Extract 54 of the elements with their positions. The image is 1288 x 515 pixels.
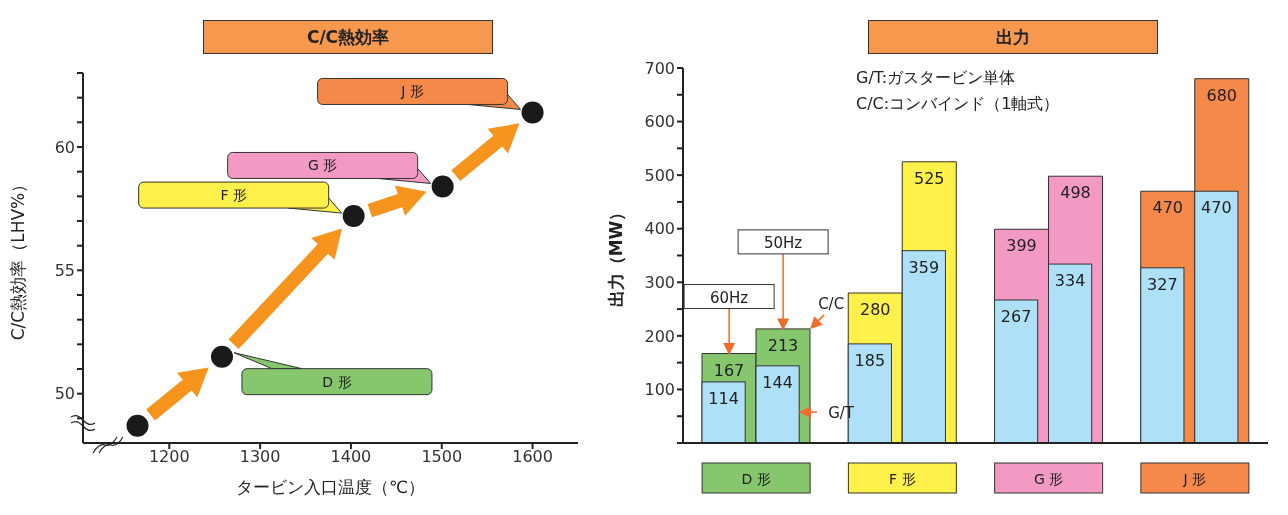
x-tick-label: D 形 xyxy=(741,471,771,487)
data-label: 470 xyxy=(1152,198,1184,218)
y-tick-label: 100 xyxy=(644,380,675,400)
y-tick-label: 700 xyxy=(644,58,675,78)
data-label: 470 xyxy=(1201,198,1232,218)
data-label: 267 xyxy=(1000,306,1032,326)
annotation: G/T:ガスタービン単体 xyxy=(856,68,1016,87)
data-label: 213 xyxy=(767,335,799,355)
data-label: 359 xyxy=(908,257,940,277)
annotation: C/C xyxy=(818,294,845,313)
data-label: 114 xyxy=(708,388,739,408)
annotation: C/C:コンバインド（1軸式） xyxy=(856,94,1060,113)
x-tick-label: 1600 xyxy=(512,447,553,467)
annotation: 60Hz xyxy=(710,288,749,307)
data-label: 327 xyxy=(1147,274,1178,294)
chart-title: 出力 xyxy=(868,20,1158,54)
x-tick-label: 1500 xyxy=(421,447,463,467)
y-tick-label: 55 xyxy=(54,261,75,281)
x-axis-title: タービン入口温度（℃） xyxy=(235,477,426,497)
point xyxy=(431,175,454,198)
data-label: 525 xyxy=(913,168,945,188)
y-tick-label: 50 xyxy=(54,384,75,404)
data-label: 167 xyxy=(713,360,745,380)
point xyxy=(342,205,365,228)
data-label: 498 xyxy=(1060,183,1091,203)
y-tick-label: 200 xyxy=(644,326,675,346)
data-label: 334 xyxy=(1054,271,1086,291)
data-label: 399 xyxy=(1006,236,1037,256)
y-axis-title: C/C熱効率（LHV%） xyxy=(8,175,29,341)
y-tick-label: 400 xyxy=(644,219,675,239)
x-tick-label: 1400 xyxy=(330,447,372,467)
annotation: D 形 xyxy=(322,373,352,390)
y-tick-label: 300 xyxy=(644,272,675,292)
point xyxy=(210,345,233,368)
point xyxy=(126,414,149,437)
x-tick-label: G 形 xyxy=(1033,471,1064,487)
y-axis-title: 出力（MW） xyxy=(606,203,626,308)
x-tick-label: 1200 xyxy=(148,447,190,467)
chart-title: C/C熱効率 xyxy=(203,20,493,54)
annotation: F 形 xyxy=(220,187,247,204)
x-tick-label: J 形 xyxy=(1182,471,1207,487)
annotation: J 形 xyxy=(400,83,424,100)
x-tick-label: F 形 xyxy=(889,471,916,487)
annotation: 50Hz xyxy=(764,233,803,252)
x-tick-label: 1300 xyxy=(239,447,281,467)
y-tick-label: 600 xyxy=(644,112,675,132)
y-tick-label: 60 xyxy=(54,137,75,157)
data-label: 185 xyxy=(854,350,886,370)
annotation: G 形 xyxy=(308,157,338,174)
data-label: 144 xyxy=(762,372,793,392)
data-label: 680 xyxy=(1206,85,1238,105)
point xyxy=(521,101,544,124)
y-tick-label: 500 xyxy=(644,165,675,185)
data-label: 280 xyxy=(859,300,891,319)
